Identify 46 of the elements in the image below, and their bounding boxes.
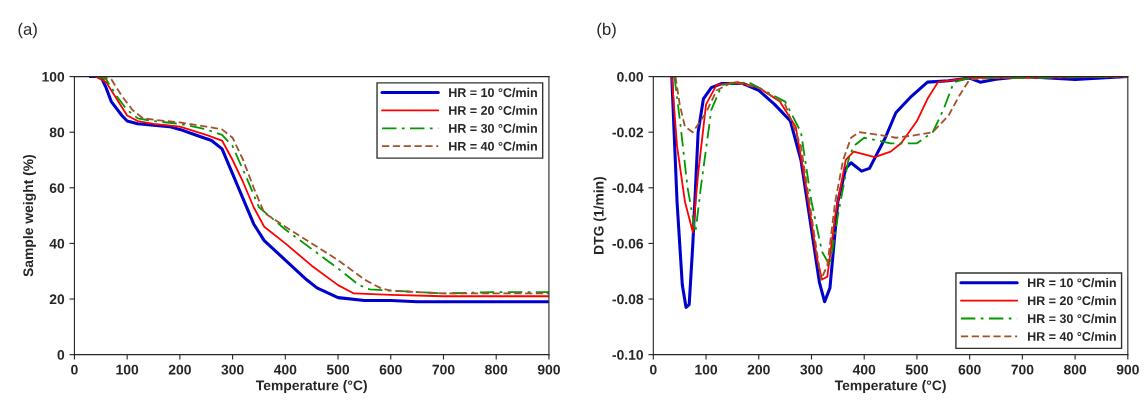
x-tick-label: 800 [1063, 364, 1087, 375]
y-tick-label: 0.00 [617, 71, 644, 82]
legend-label: HR = 10 °C/min [1028, 278, 1116, 288]
x-tick-label: 700 [432, 364, 455, 375]
x-tick-label: 0 [71, 364, 78, 375]
x-tick-label: 600 [958, 364, 981, 375]
chart-title: (a) [18, 22, 37, 39]
y-tick-label: -0.04 [612, 183, 644, 193]
x-tick-label: 0 [650, 364, 657, 375]
y-axis-title: Sample weight (%) [22, 154, 36, 277]
x-tick-label: 500 [326, 364, 350, 375]
y-tick-label: -0.06 [612, 238, 644, 249]
legend-label: HR = 40 °C/min [449, 141, 537, 151]
x-tick-label: 900 [537, 364, 560, 375]
x-tick-label: 300 [221, 364, 244, 375]
y-tick-label: 0 [57, 349, 65, 360]
y-tick-label: -0.02 [612, 127, 644, 138]
x-tick-label: 900 [1116, 364, 1139, 375]
legend-label: HR = 20 °C/min [449, 105, 537, 116]
x-tick-label: 400 [273, 364, 297, 375]
x-tick-label: 800 [485, 364, 508, 375]
x-tick-label: 700 [1011, 364, 1034, 375]
x-axis-title: Temperature (°C) [255, 380, 367, 394]
chart-title: (b) [597, 22, 616, 39]
x-axis-title: Temperature (°C) [834, 380, 946, 394]
x-tick-label: 100 [695, 364, 718, 375]
y-axis-title: DTG (1/min) [593, 176, 607, 255]
x-tick-label: 300 [800, 364, 823, 375]
y-tick-label: 40 [49, 238, 65, 249]
legend-label: HR = 10 °C/min [449, 87, 537, 98]
y-tick-label: 80 [49, 127, 65, 138]
y-tick-label: -0.10 [612, 349, 644, 360]
y-tick-label: 100 [42, 71, 65, 82]
x-tick-label: 200 [747, 364, 770, 375]
legend-label: HR = 30 °C/min [1028, 313, 1116, 324]
legend-label: HR = 30 °C/min [449, 123, 537, 133]
legend-label: HR = 40 °C/min [1028, 331, 1116, 342]
x-tick-label: 600 [379, 364, 402, 375]
y-tick-label: 20 [49, 294, 65, 305]
x-tick-label: 200 [168, 364, 191, 375]
x-tick-label: 500 [905, 364, 928, 375]
y-tick-label: 60 [49, 183, 65, 193]
y-tick-label: -0.08 [612, 294, 644, 305]
x-tick-label: 400 [852, 364, 876, 375]
legend-label: HR = 20 °C/min [1028, 295, 1116, 306]
x-tick-label: 100 [116, 364, 139, 375]
